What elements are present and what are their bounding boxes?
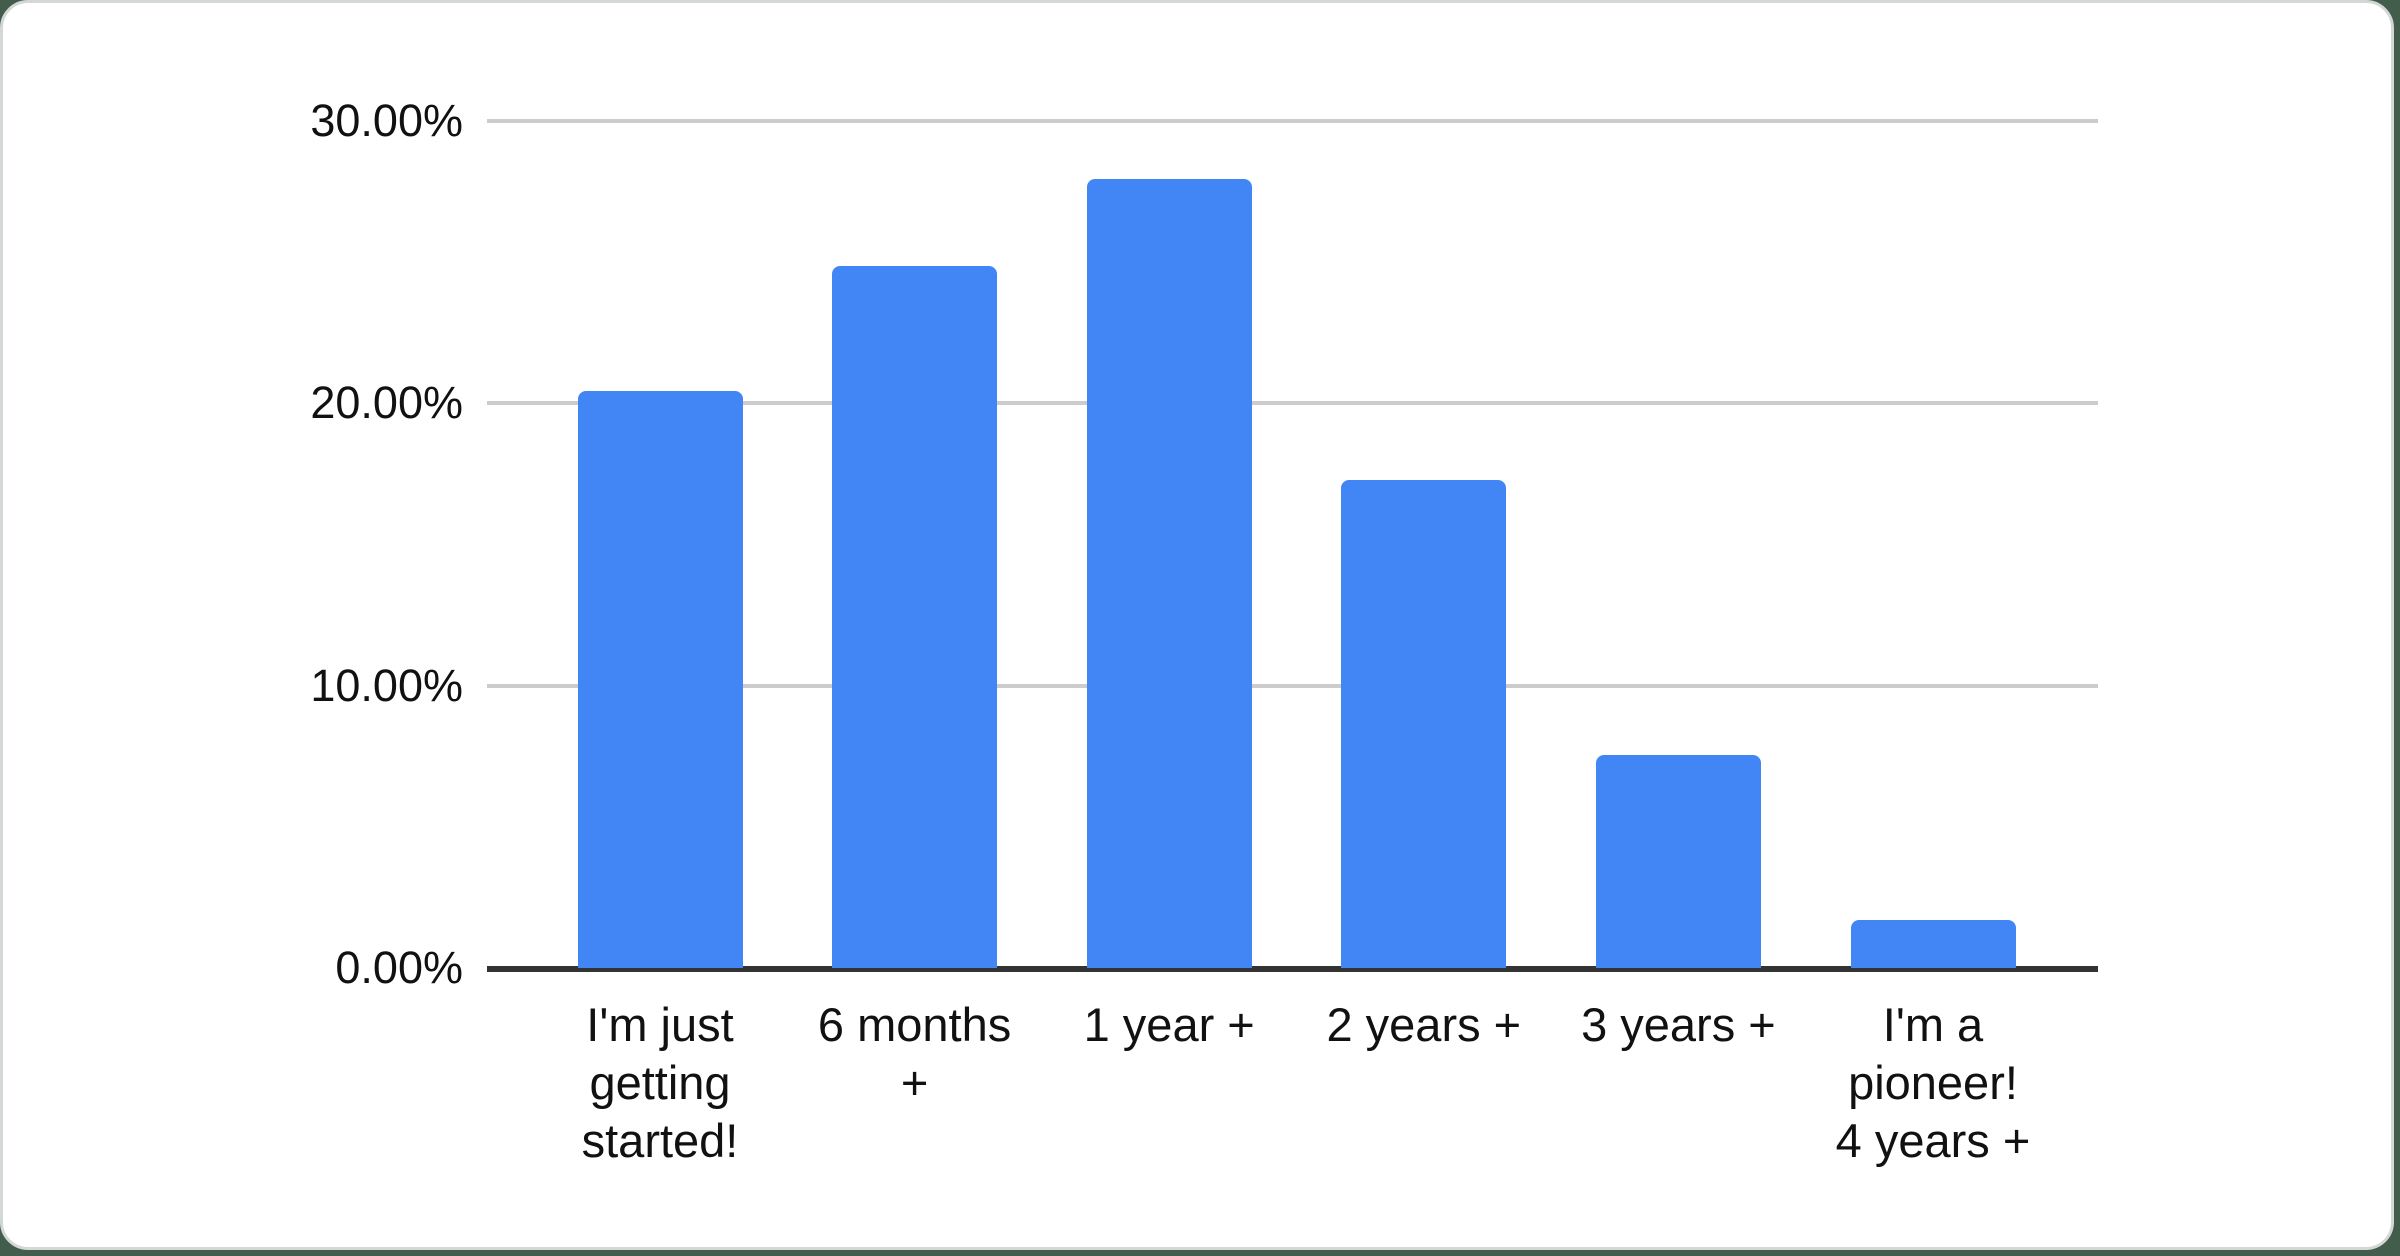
x-tick-label: 6 months + — [817, 998, 1012, 1109]
x-tick-label: 2 years + — [1326, 998, 1522, 1051]
gridline — [487, 119, 2098, 123]
bar-6[interactable] — [1850, 920, 2016, 968]
bar-3[interactable] — [1086, 178, 1252, 968]
gridline — [487, 683, 2098, 688]
x-tick-label: 1 year + — [1083, 998, 1255, 1051]
x-tick-label: I'm a pioneer! 4 years + — [1835, 998, 2031, 1167]
x-tick-label: I'm just getting started! — [581, 998, 739, 1167]
gridline — [487, 401, 2098, 406]
bar-1[interactable] — [577, 390, 743, 968]
x-tick-label: 3 years + — [1581, 998, 1776, 1051]
y-tick-label: 10.00% — [310, 659, 463, 711]
bar-2[interactable] — [832, 266, 998, 968]
y-tick-label: 20.00% — [310, 377, 463, 429]
y-tick-label: 30.00% — [310, 95, 463, 146]
x-axis-line — [487, 966, 2098, 972]
y-tick-label: 0.00% — [335, 942, 463, 993]
bar-5[interactable] — [1595, 754, 1761, 968]
bar-4[interactable] — [1341, 479, 1507, 968]
